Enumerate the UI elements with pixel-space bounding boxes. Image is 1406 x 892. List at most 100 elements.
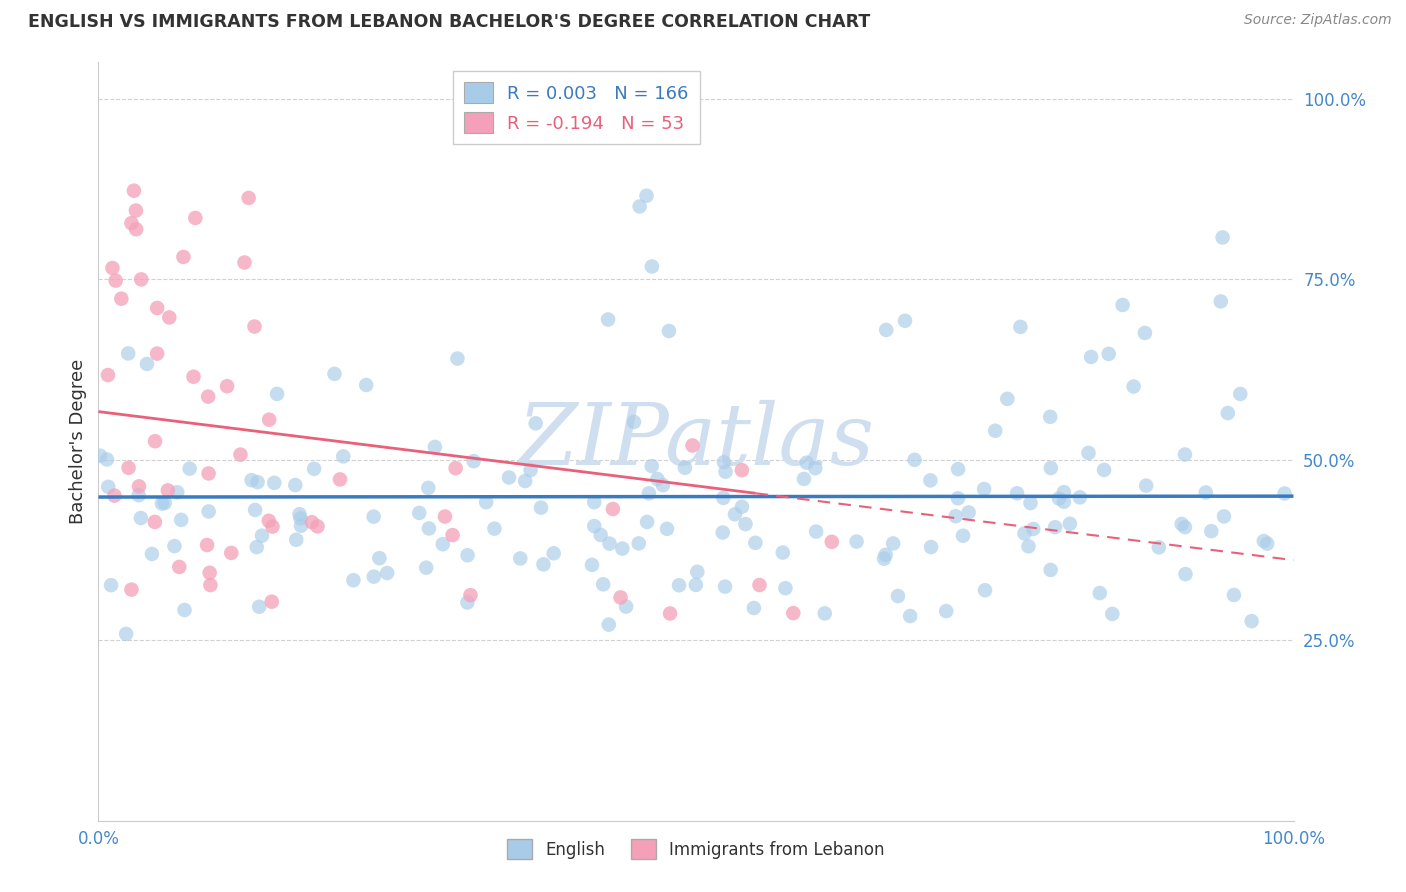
Point bbox=[1022, 522, 1045, 536]
Point bbox=[143, 515, 166, 529]
Point bbox=[524, 417, 547, 431]
Point bbox=[873, 551, 896, 566]
Point bbox=[995, 392, 1018, 406]
Point bbox=[96, 452, 118, 467]
Point bbox=[104, 274, 127, 288]
Point bbox=[101, 260, 124, 275]
Point bbox=[1223, 588, 1246, 602]
Point bbox=[984, 424, 1007, 438]
Point bbox=[772, 545, 794, 559]
Point bbox=[302, 462, 325, 476]
Point bbox=[143, 434, 166, 449]
Point bbox=[1010, 319, 1032, 334]
Point bbox=[1195, 485, 1218, 500]
Point bbox=[100, 578, 122, 592]
Point bbox=[1039, 563, 1062, 577]
Point bbox=[946, 491, 969, 506]
Point bbox=[1240, 614, 1263, 628]
Point bbox=[1122, 379, 1144, 393]
Point bbox=[423, 440, 446, 454]
Point bbox=[1212, 230, 1234, 244]
Point bbox=[1201, 524, 1223, 538]
Point bbox=[1080, 350, 1102, 364]
Point bbox=[530, 500, 553, 515]
Point bbox=[1274, 486, 1296, 500]
Point bbox=[233, 255, 256, 269]
Point bbox=[173, 603, 195, 617]
Point bbox=[636, 188, 658, 202]
Point bbox=[581, 558, 603, 572]
Point bbox=[375, 566, 398, 580]
Point bbox=[804, 524, 827, 539]
Point bbox=[1005, 486, 1028, 500]
Text: ZIPatlas: ZIPatlas bbox=[517, 401, 875, 483]
Point bbox=[731, 500, 754, 514]
Point bbox=[957, 506, 980, 520]
Point bbox=[658, 324, 681, 338]
Point bbox=[103, 489, 125, 503]
Text: ENGLISH VS IMMIGRANTS FROM LEBANON BACHELOR'S DEGREE CORRELATION CHART: ENGLISH VS IMMIGRANTS FROM LEBANON BACHE… bbox=[28, 13, 870, 31]
Point bbox=[748, 578, 770, 592]
Point bbox=[731, 463, 754, 477]
Point bbox=[609, 591, 631, 605]
Point bbox=[627, 536, 650, 550]
Point bbox=[920, 474, 942, 488]
Point bbox=[475, 495, 498, 509]
Point bbox=[150, 497, 173, 511]
Point bbox=[260, 595, 283, 609]
Point bbox=[307, 519, 329, 533]
Point bbox=[509, 551, 531, 566]
Point bbox=[128, 488, 150, 502]
Point bbox=[821, 534, 844, 549]
Point bbox=[875, 548, 897, 562]
Point bbox=[1053, 485, 1076, 500]
Point bbox=[246, 540, 269, 554]
Point bbox=[1077, 446, 1099, 460]
Point bbox=[589, 528, 612, 542]
Point bbox=[1098, 347, 1121, 361]
Point bbox=[592, 577, 614, 591]
Point bbox=[129, 511, 152, 525]
Point bbox=[1069, 491, 1091, 505]
Point bbox=[240, 473, 263, 487]
Point bbox=[167, 560, 190, 574]
Point bbox=[456, 595, 478, 609]
Point bbox=[110, 292, 132, 306]
Point bbox=[129, 272, 152, 286]
Point bbox=[179, 461, 201, 475]
Point bbox=[1017, 539, 1039, 553]
Point bbox=[197, 504, 219, 518]
Point bbox=[655, 522, 678, 536]
Point bbox=[217, 379, 239, 393]
Point bbox=[903, 453, 925, 467]
Point bbox=[128, 479, 150, 493]
Point bbox=[263, 475, 285, 490]
Point bbox=[197, 390, 219, 404]
Point bbox=[887, 589, 910, 603]
Point bbox=[323, 367, 346, 381]
Point bbox=[329, 472, 352, 486]
Point bbox=[444, 461, 467, 475]
Point bbox=[284, 478, 307, 492]
Point bbox=[285, 533, 308, 547]
Point bbox=[163, 539, 186, 553]
Point bbox=[368, 551, 391, 566]
Point bbox=[651, 478, 673, 492]
Point bbox=[744, 536, 766, 550]
Point bbox=[1039, 461, 1062, 475]
Point bbox=[1101, 607, 1123, 621]
Point bbox=[243, 503, 266, 517]
Point bbox=[1039, 409, 1062, 424]
Point bbox=[1059, 516, 1081, 531]
Point bbox=[673, 460, 696, 475]
Point bbox=[441, 528, 464, 542]
Point bbox=[246, 475, 269, 489]
Point bbox=[543, 546, 565, 560]
Point bbox=[599, 536, 621, 550]
Point bbox=[122, 184, 145, 198]
Point bbox=[804, 461, 827, 475]
Point bbox=[120, 216, 142, 230]
Point bbox=[793, 472, 815, 486]
Point bbox=[408, 506, 430, 520]
Point bbox=[146, 301, 169, 315]
